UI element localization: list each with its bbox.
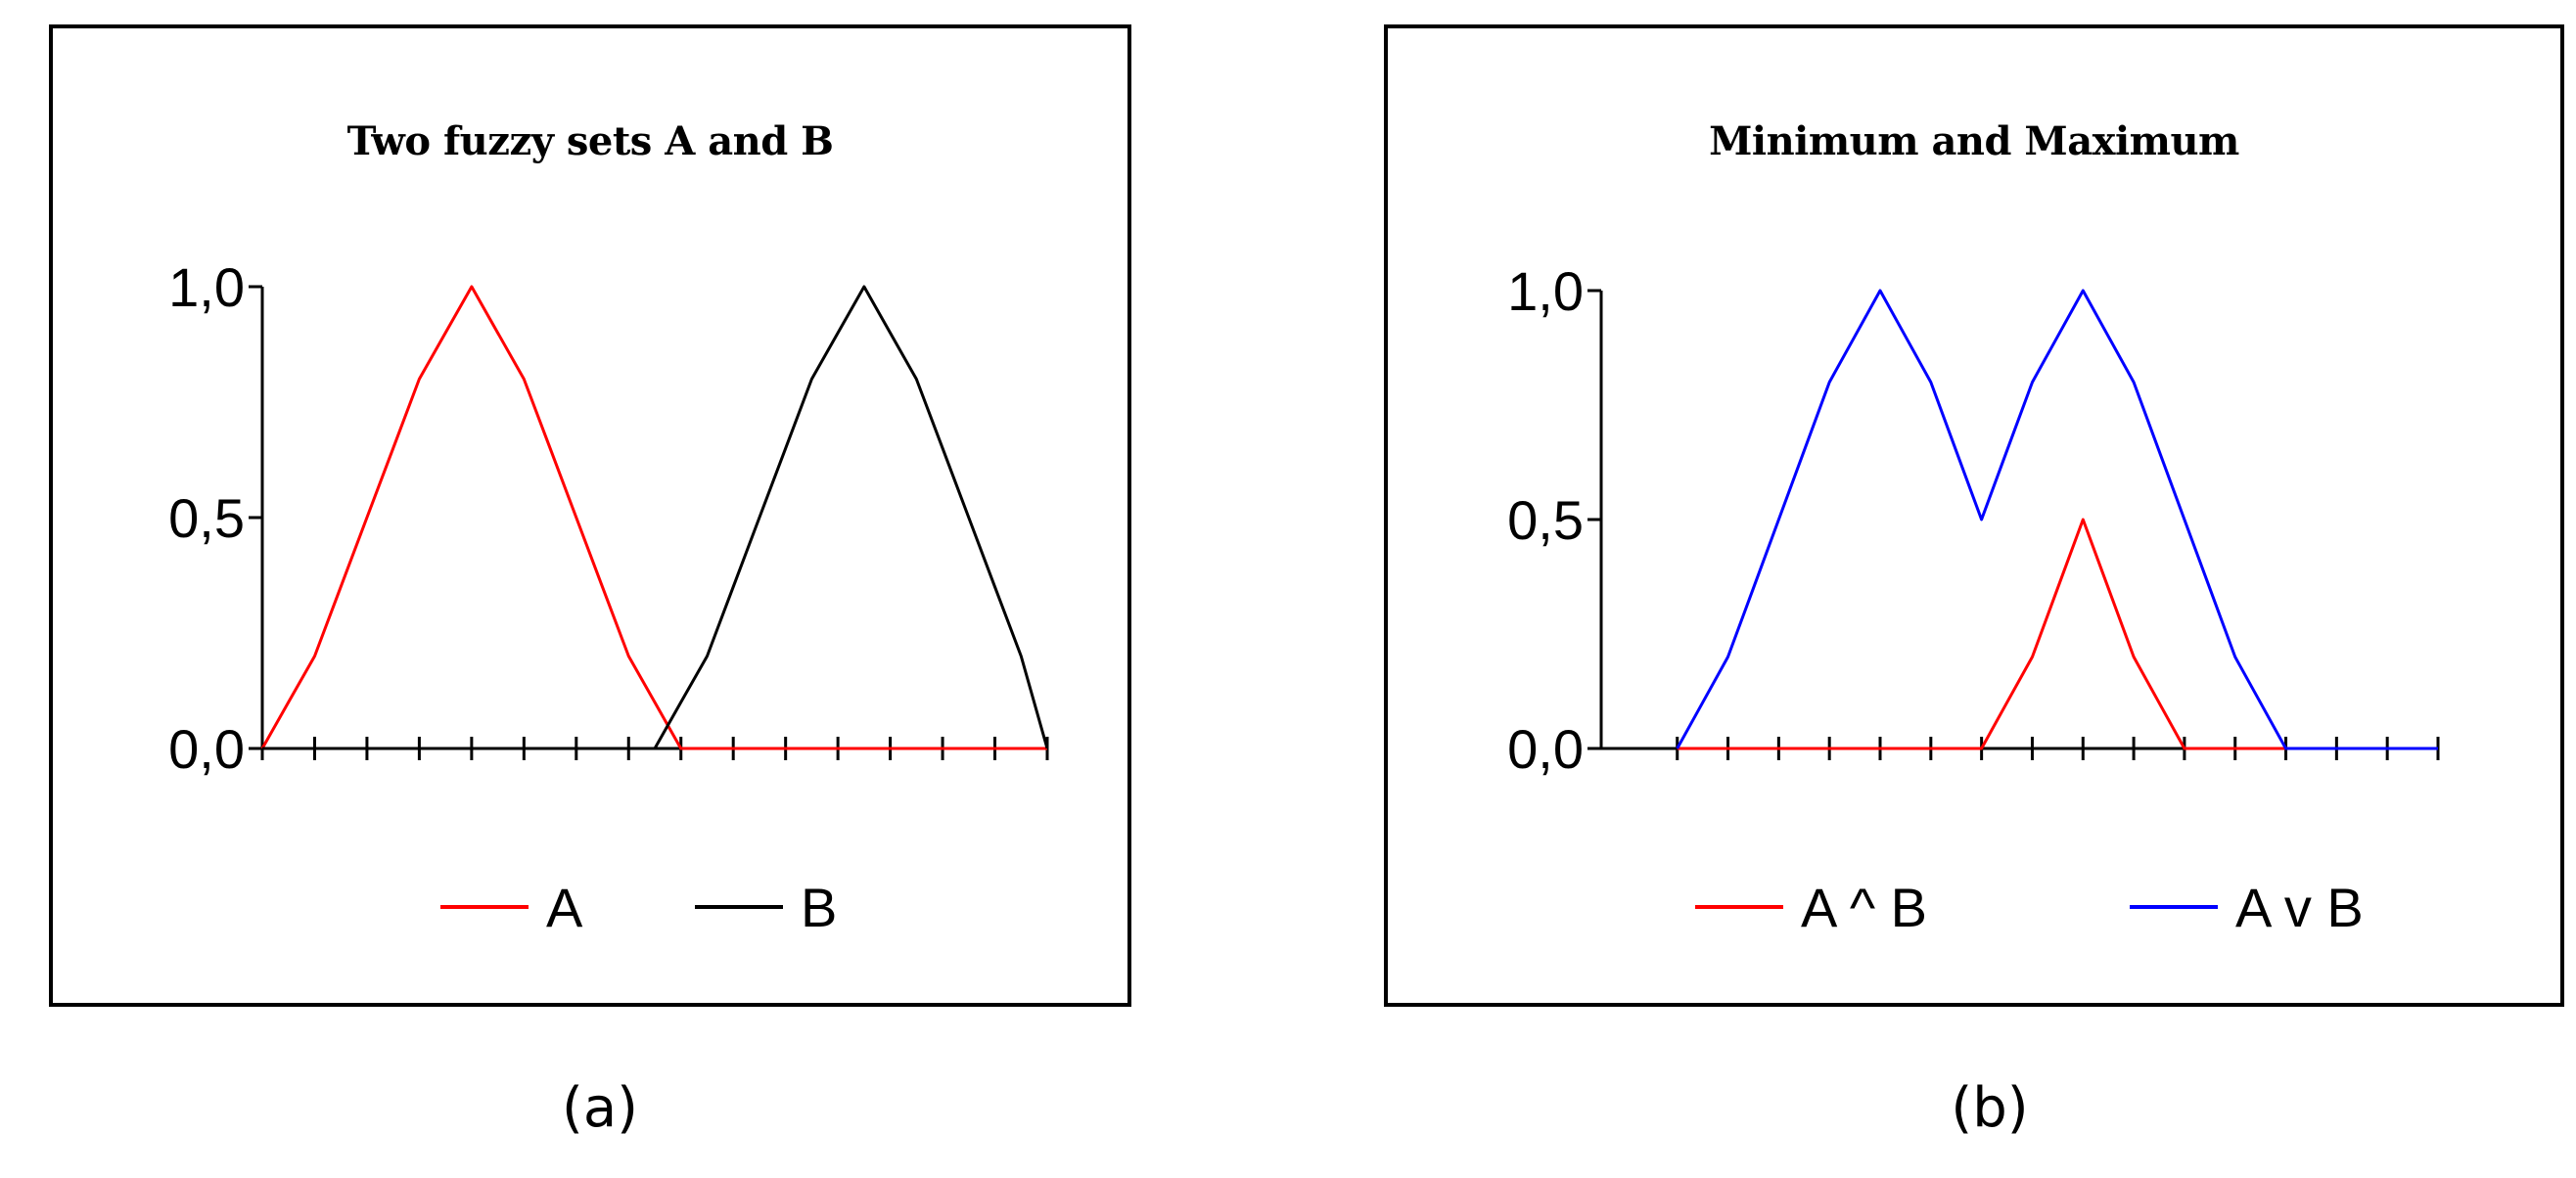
- chart-panel-a: Two fuzzy sets A and B 0,0 0,5 1,0 A B: [49, 24, 1131, 1007]
- chart-title-a: Two fuzzy sets A and B: [346, 118, 834, 164]
- chart-b: 0,0 0,5 1,0 A ^ B A v B: [1507, 260, 2440, 938]
- series-line-a-0: [260, 285, 1047, 750]
- y-tick-label-b-1: 0,5: [1507, 489, 1584, 551]
- chart-panel-b: Minimum and Maximum 0,0 0,5 1,0 A ^ B A v B: [1384, 24, 2564, 1007]
- legend-label-b-1: A v B: [2235, 877, 2364, 938]
- y-tick-label-b-0: 0,0: [1507, 718, 1584, 780]
- chart-title-b: Minimum and Maximum: [1709, 118, 2239, 164]
- chart-a: 0,0 0,5 1,0 A B: [168, 256, 1049, 938]
- legend-label-a-1: B: [801, 877, 837, 938]
- y-tick-label-a-2: 1,0: [168, 256, 245, 318]
- legend-label-b-0: A ^ B: [1801, 877, 1927, 938]
- y-tick-label-a-1: 0,5: [168, 487, 245, 549]
- series-line-a-1: [262, 285, 1049, 750]
- caption-b: (b): [1951, 1076, 2029, 1140]
- series-line-b-1: [1676, 289, 2438, 750]
- series-line-b-0: [1677, 518, 2438, 750]
- caption-a: (a): [561, 1076, 638, 1140]
- legend-label-a-0: A: [546, 877, 583, 938]
- y-tick-label-a-0: 0,0: [168, 718, 245, 780]
- y-tick-label-b-2: 1,0: [1507, 260, 1584, 322]
